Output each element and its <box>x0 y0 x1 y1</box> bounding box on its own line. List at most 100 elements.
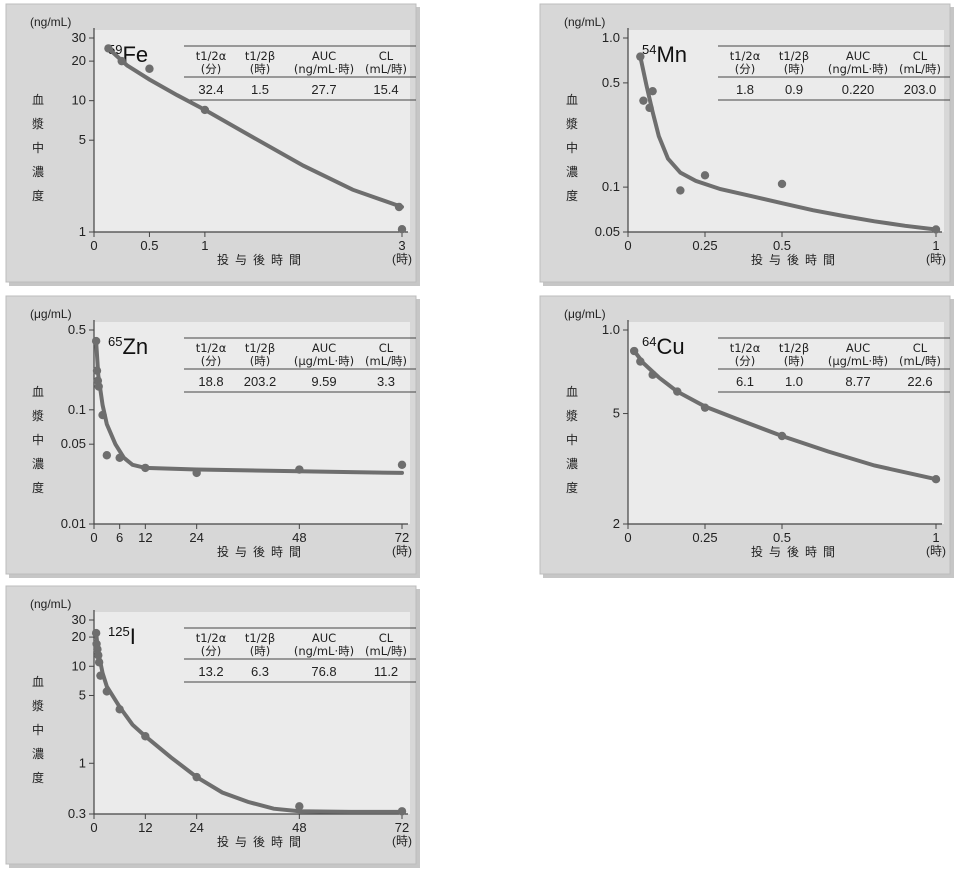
y-unit-label: (ng/mL) <box>30 15 71 29</box>
x-tick-label: 24 <box>189 820 203 835</box>
table-value: 18.8 <box>198 374 223 389</box>
table-header-unit: (mL/時) <box>365 62 407 76</box>
table-header-unit: (分) <box>201 644 221 658</box>
table-value: 203.2 <box>244 374 277 389</box>
table-header: AUC <box>846 49 870 63</box>
data-point <box>636 357 645 366</box>
data-point <box>777 431 787 441</box>
data-point <box>98 410 107 420</box>
x-axis-title: 投与後時間 <box>217 544 307 559</box>
y-unit-label: (μg/mL) <box>30 307 72 321</box>
table-value: 6.1 <box>736 374 754 389</box>
y-axis-title-char: 度 <box>32 480 44 495</box>
isotope-symbol: Zn <box>122 334 148 359</box>
y-unit-label: (μg/mL) <box>564 307 606 321</box>
y-tick-label: 5 <box>79 687 86 702</box>
table-header-unit: (ng/mL·時) <box>294 62 354 76</box>
table-header-unit: (μg/mL·時) <box>294 354 354 368</box>
y-tick-label: 20 <box>72 53 86 68</box>
table-header-unit: (時) <box>250 354 270 368</box>
y-axis-title-char: 血 <box>32 675 44 689</box>
y-axis-title-char: 中 <box>32 722 44 737</box>
data-point <box>673 387 682 396</box>
table-value: 76.8 <box>311 664 336 679</box>
table-value: 1.8 <box>736 82 754 97</box>
x-tick-label: 0 <box>90 820 97 835</box>
data-point <box>700 171 710 180</box>
table-header-unit: (時) <box>784 354 804 368</box>
table-header-unit: (mL/時) <box>365 644 407 658</box>
data-point <box>94 382 103 391</box>
y-tick-label: 1.0 <box>602 30 620 45</box>
y-tick-label: 10 <box>72 93 86 108</box>
data-point <box>94 651 103 660</box>
table-header: CL <box>913 49 928 63</box>
y-tick-label: 0.3 <box>68 806 86 821</box>
table-header: CL <box>379 341 394 355</box>
y-axis-title-char: 漿 <box>566 408 578 423</box>
table-header: t1/2β <box>779 341 809 355</box>
y-axis-title-char: 度 <box>32 188 44 203</box>
table-header-unit: (mL/時) <box>899 354 941 368</box>
table-value: 9.59 <box>311 374 336 389</box>
plot-area <box>94 322 410 524</box>
table-header-unit: (分) <box>201 354 221 368</box>
y-tick-label: 10 <box>72 658 86 673</box>
plot-area <box>94 612 410 814</box>
y-tick-label: 0.01 <box>61 516 86 531</box>
table-value: 22.6 <box>907 374 932 389</box>
table-value: 27.7 <box>311 82 336 97</box>
table-header: CL <box>379 49 394 63</box>
data-point <box>394 202 404 212</box>
x-unit-label: (時) <box>392 544 412 558</box>
table-header-unit: (時) <box>250 62 270 76</box>
data-point <box>931 225 941 234</box>
table-header-unit: (mL/時) <box>365 354 407 368</box>
isotope-mass: 54 <box>642 42 656 57</box>
x-tick-label: 0.5 <box>140 238 158 253</box>
isotope-label: 125I <box>108 624 136 649</box>
isotope-label: 54Mn <box>642 42 687 67</box>
x-tick-label: 0.5 <box>773 530 791 545</box>
data-point <box>141 463 150 473</box>
data-point <box>200 105 210 115</box>
table-value: 0.220 <box>842 82 875 97</box>
chart-panel-zn65: 0.01 0.05 0.1 0.5 0 6 12 24 48 72 (μg/mL) 血漿中濃度投与後時… <box>5 295 420 578</box>
table-header: AUC <box>312 631 336 645</box>
x-tick-label: 0 <box>90 238 97 253</box>
y-axis-title-char: 血 <box>566 385 578 399</box>
isotope-symbol: I <box>130 624 136 649</box>
data-point <box>676 186 685 195</box>
x-tick-label: 24 <box>189 530 203 545</box>
isotope-symbol: Cu <box>656 334 684 359</box>
data-point <box>102 451 112 460</box>
y-axis-title-char: 漿 <box>32 698 44 713</box>
data-point <box>397 225 407 234</box>
table-header-unit: (ng/mL·時) <box>828 62 888 76</box>
y-axis-title-char: 血 <box>32 93 44 107</box>
x-unit-label: (時) <box>926 252 946 266</box>
plot-area <box>628 30 944 232</box>
table-header-unit: (分) <box>735 62 755 76</box>
fit-curve <box>638 54 938 232</box>
data-point <box>295 802 304 811</box>
data-point <box>92 366 102 375</box>
table-value: 11.2 <box>374 664 398 679</box>
y-unit-label: (ng/mL) <box>30 597 71 611</box>
data-point <box>648 86 657 96</box>
table-header: t1/2α <box>730 341 761 355</box>
data-point <box>629 346 639 356</box>
x-tick-label: 12 <box>138 530 152 545</box>
data-point <box>931 475 941 484</box>
isotope-mass: 65 <box>108 334 122 349</box>
x-tick-label: 72 <box>395 820 409 835</box>
x-unit-label: (時) <box>392 252 412 266</box>
y-tick-label: 5 <box>79 132 86 147</box>
y-axis-title-char: 濃 <box>32 165 44 179</box>
table-header-unit: (時) <box>784 62 804 76</box>
y-tick-label: 30 <box>72 30 86 45</box>
y-tick-label: 1 <box>79 224 86 239</box>
x-tick-label: 1 <box>932 530 939 545</box>
plot-area <box>628 322 944 524</box>
